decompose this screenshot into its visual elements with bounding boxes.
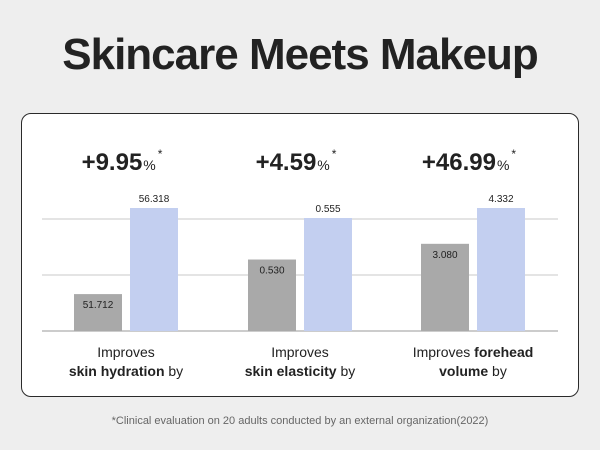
improvement-percent: +46.99%* [422, 147, 517, 176]
value-label-before: 51.712 [83, 300, 114, 311]
group-caption: Improves skin hydration by [41, 343, 211, 381]
caption-metric: skin hydration [68, 363, 165, 379]
value-label-before: 3.080 [432, 250, 457, 261]
bar-after [477, 208, 525, 331]
caption-metric: forehead [474, 344, 534, 360]
improvement-percent: +4.59%* [256, 147, 337, 176]
caption-suffix: by [168, 363, 184, 379]
caption-suffix: by [340, 363, 356, 379]
caption-metric: skin elasticity [244, 363, 337, 379]
bar-before [74, 294, 122, 331]
group-caption: Improves skin elasticity by [215, 343, 385, 381]
caption-metric: volume [439, 363, 489, 379]
bar-after [130, 208, 178, 331]
bar-before [421, 243, 469, 331]
bar-before [248, 259, 296, 331]
bar-after [304, 218, 352, 331]
caption-prefix: Improves [271, 344, 329, 360]
page-title: Skincare Meets Makeup [62, 30, 538, 79]
caption-suffix: by [492, 363, 507, 379]
value-label-after: 56.318 [139, 194, 170, 205]
caption-prefix: Improves [97, 344, 155, 360]
value-label-before: 0.530 [259, 266, 284, 277]
footnote: *Clinical evaluation on 20 adults conduc… [111, 415, 489, 427]
caption-prefix: Improves [412, 344, 471, 360]
improvement-percent: +9.95%* [82, 147, 163, 176]
value-label-after: 4.332 [488, 194, 513, 205]
value-label-after: 0.555 [315, 204, 340, 215]
group-caption: Improves forehead volume by [388, 343, 558, 381]
